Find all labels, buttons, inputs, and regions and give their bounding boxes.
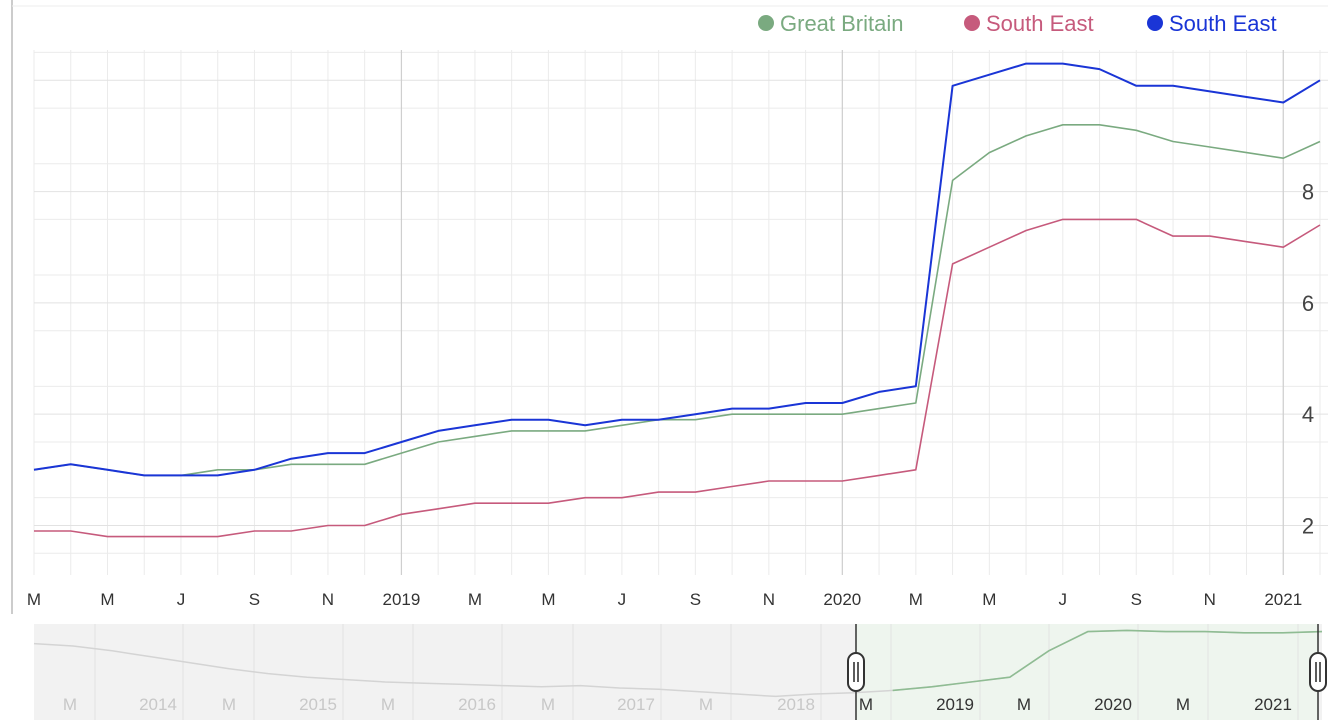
series-line-1: [33, 124, 1321, 477]
y-tick-label: 2: [1302, 513, 1314, 538]
navigator-label: M: [1176, 695, 1190, 714]
navigator-right-handle[interactable]: [1309, 652, 1327, 692]
legend-label[interactable]: South East: [1169, 11, 1277, 36]
y-tick-label: 4: [1302, 402, 1314, 427]
navigator-label: 2019: [936, 695, 974, 714]
x-tick-label: 2020: [823, 590, 861, 609]
x-tick-label: N: [322, 590, 334, 609]
navigator-label: M: [63, 695, 77, 714]
navigator-label: 2020: [1094, 695, 1132, 714]
x-tick-label: J: [177, 590, 186, 609]
series-line-3: [33, 62, 1321, 477]
legend-marker: [1147, 15, 1163, 31]
x-tick-label: M: [909, 590, 923, 609]
x-tick-label: N: [763, 590, 775, 609]
navigator-selected-line: [892, 629, 1323, 692]
navigator-label: M: [699, 695, 713, 714]
navigator-label: M: [859, 695, 873, 714]
navigator-label: M: [1017, 695, 1031, 714]
navigator-label: 2016: [458, 695, 496, 714]
legend-marker: [758, 15, 774, 31]
x-tick-label: S: [249, 590, 260, 609]
x-axis: M M J S N 2019 M M J S N 2020 M M J S N 2021: [27, 590, 1302, 609]
x-tick-label: M: [982, 590, 996, 609]
legend: Great Britain South East South East: [758, 11, 1277, 36]
series-lines: [33, 62, 1321, 538]
navigator-label: 2021: [1254, 695, 1292, 714]
y-axis: 2 4 6 8: [1302, 180, 1314, 539]
navigator-label: M: [541, 695, 555, 714]
series-line-2: [34, 218, 1321, 538]
navigator-label: 2017: [617, 695, 655, 714]
navigator-label: 2018: [777, 695, 815, 714]
x-tick-label: 2021: [1264, 590, 1302, 609]
x-tick-label: S: [690, 590, 701, 609]
navigator-label: 2014: [139, 695, 177, 714]
range-navigator[interactable]: M 2014 M 2015 M 2016 M 2017 M 2018 M 2019 M 2020 M 2021: [33, 624, 1327, 720]
y-tick-label: 8: [1302, 180, 1314, 205]
legend-label[interactable]: South East: [986, 11, 1094, 36]
legend-label[interactable]: Great Britain: [780, 11, 904, 36]
y-tick-label: 6: [1302, 291, 1314, 316]
navigator-label: 2015: [299, 695, 337, 714]
x-tick-label: 2019: [383, 590, 421, 609]
x-tick-label: N: [1204, 590, 1216, 609]
x-tick-label: M: [468, 590, 482, 609]
gridlines: [33, 50, 1328, 575]
x-tick-label: M: [27, 590, 41, 609]
x-tick-label: J: [618, 590, 627, 609]
x-tick-label: S: [1131, 590, 1142, 609]
x-tick-label: J: [1059, 590, 1068, 609]
x-tick-label: M: [541, 590, 555, 609]
x-tick-label: M: [100, 590, 114, 609]
legend-marker: [964, 15, 980, 31]
navigator-label: M: [381, 695, 395, 714]
navigator-label: M: [222, 695, 236, 714]
navigator-selected-range: [856, 624, 1318, 720]
navigator-left-handle[interactable]: [847, 652, 865, 692]
